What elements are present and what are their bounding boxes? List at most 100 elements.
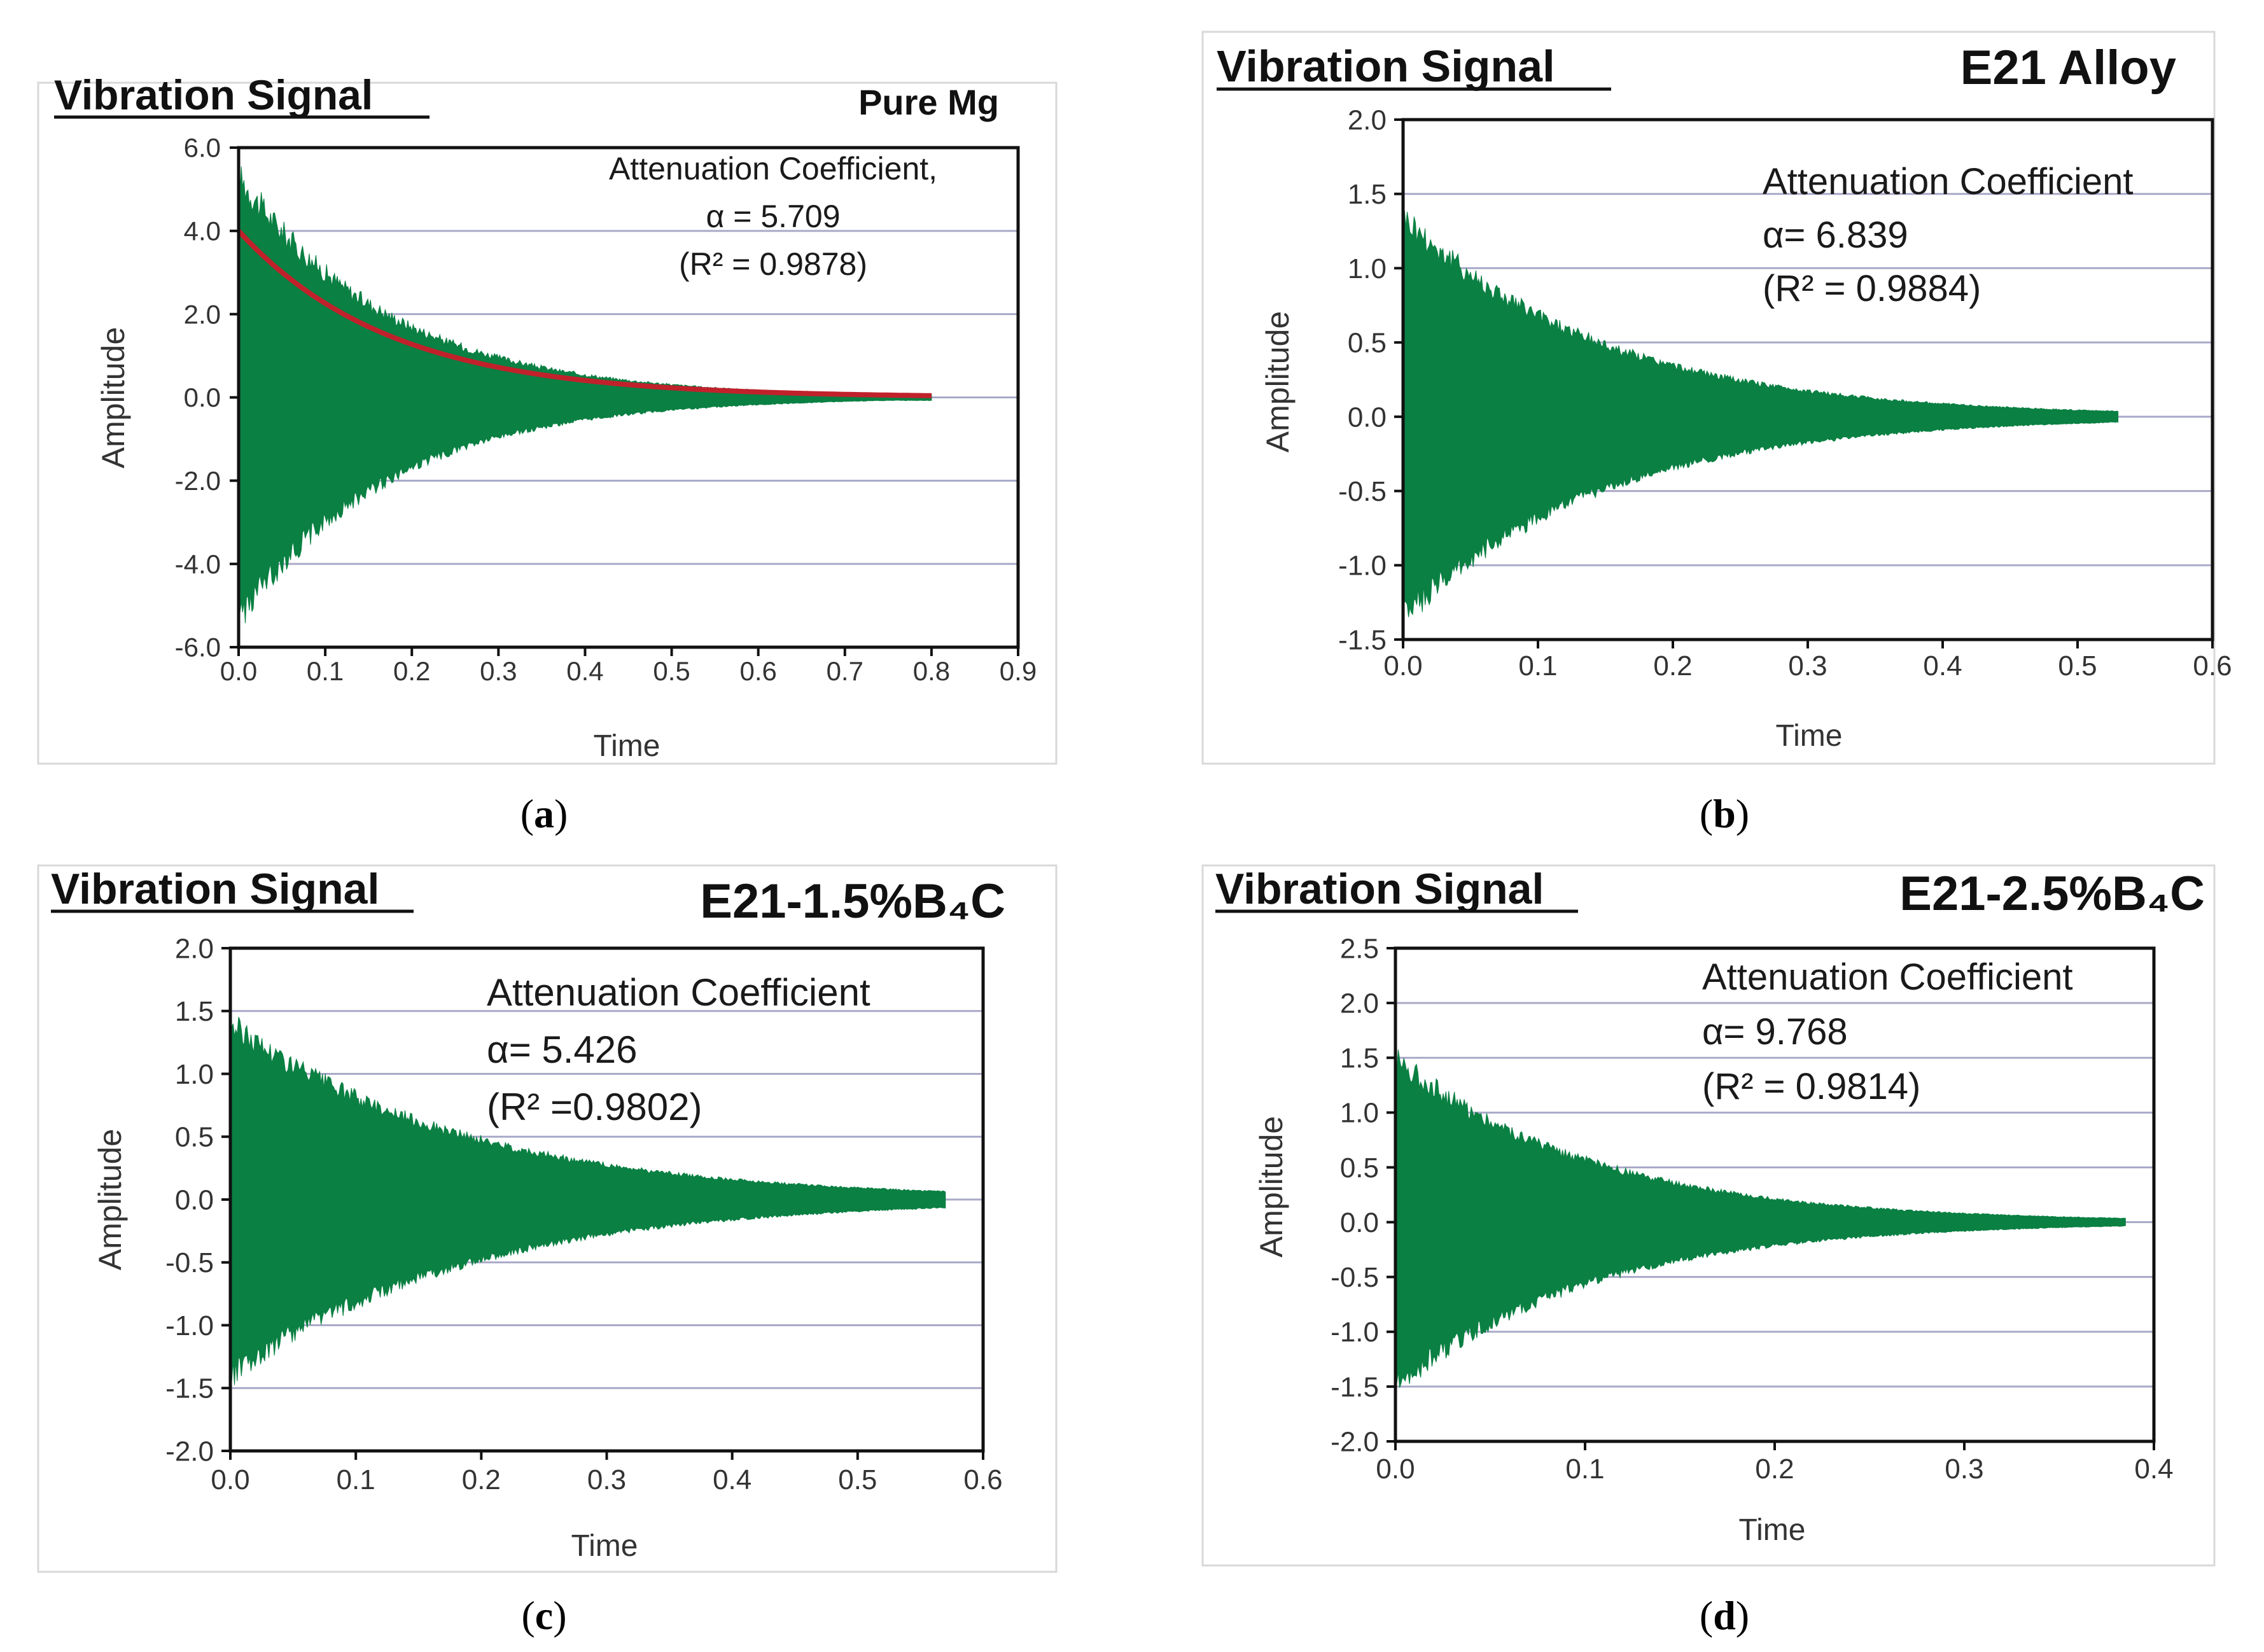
y-tick-label: 1.5 (1340, 1043, 1379, 1074)
y-tick-label: -2.0 (165, 1436, 214, 1467)
x-tick-label: 0.0 (211, 1464, 249, 1495)
y-tick-label: -1.5 (1331, 1371, 1379, 1403)
x-tick-label: 0.4 (713, 1464, 751, 1495)
signal-series (230, 1016, 946, 1385)
panel-caption: (b) (1700, 791, 1749, 836)
y-tick-label: 0.0 (1348, 402, 1387, 433)
x-tick-label: 0.0 (220, 656, 257, 686)
chart-panel-a: Vibration Signal Pure Mg 6.0 4.0 2.0 0.0 -2.0 -… (37, 71, 1058, 836)
panel-border (37, 864, 1058, 1573)
x-axis-label: Time (594, 729, 660, 763)
x-axis-label: Time (571, 1529, 638, 1563)
y-tick-label: -1.5 (1338, 624, 1387, 655)
signal-series (1402, 210, 2119, 628)
y-tick-label: 2.5 (1340, 933, 1379, 964)
x-tick-label: 0.4 (1923, 650, 1962, 682)
annotation-line: (R² = 0.9884) (1763, 268, 1981, 309)
y-tick-label: 2.0 (175, 933, 214, 964)
chart-title: Vibration Signal (1215, 865, 1544, 913)
panel-caption-letter: b (1713, 791, 1736, 836)
x-tick-label: 0.2 (393, 656, 430, 686)
annotation-line: (R² = 0.9814) (1702, 1066, 1920, 1107)
x-tick-label: 0.8 (913, 656, 950, 686)
x-tick-label: 0.4 (2134, 1453, 2173, 1485)
y-tick-label: -1.0 (1338, 550, 1387, 582)
chart-panel-d: Vibration Signal E21-2.5%B₄C 2.5 2.0 1.5 1.0 0… (1201, 864, 2216, 1638)
y-tick-label: 1.0 (1348, 253, 1387, 284)
x-tick-label: 0.1 (337, 1464, 375, 1495)
y-tick-label: -2.0 (175, 466, 221, 496)
x-tick-label: 0.3 (587, 1464, 626, 1495)
x-tick-label: 0.2 (462, 1464, 501, 1495)
annotation-line: α = 5.709 (706, 199, 840, 234)
y-tick-label: 1.5 (175, 996, 214, 1027)
signal-series (238, 163, 932, 633)
x-tick-label: 0.3 (1788, 650, 1827, 682)
chart-panel-c: Vibration Signal E21-1.5%B₄C 2.0 1.5 1.0 0.5 0… (37, 864, 1058, 1638)
annotation-line: Attenuation Coefficient (487, 971, 870, 1014)
y-tick-label: 0.0 (1340, 1207, 1379, 1238)
x-axis-label: Time (1776, 719, 1843, 753)
y-axis-label: Amplitude (1254, 1116, 1289, 1257)
x-tick-label: 0.1 (1565, 1453, 1604, 1485)
x-tick-label: 0.6 (739, 656, 776, 686)
annotation-line: Attenuation Coefficient (1702, 956, 2073, 998)
y-tick-label: 2.0 (1340, 988, 1379, 1019)
y-tick-label: 1.5 (1348, 179, 1387, 210)
x-tick-label: 0.7 (827, 656, 863, 686)
panel-caption-letter: a (534, 791, 554, 836)
material-label: Pure Mg (858, 82, 999, 122)
annotation-line: (R² =0.9802) (487, 1086, 702, 1128)
annotation-line: (R² = 0.9878) (679, 246, 867, 282)
y-tick-label: 4.0 (184, 216, 221, 246)
y-tick-label: -0.5 (1331, 1262, 1379, 1293)
x-tick-label: 0.0 (1376, 1453, 1415, 1485)
y-tick-label: 0.0 (175, 1184, 214, 1215)
panel-border (1201, 864, 2216, 1567)
chart-title: Vibration Signal (51, 865, 379, 913)
y-tick-label: 1.0 (1340, 1098, 1379, 1129)
y-tick-label: 2.0 (184, 299, 221, 329)
chart-title: Vibration Signal (1217, 41, 1555, 91)
annotation-line: α= 5.426 (487, 1028, 638, 1071)
panel-caption: (c) (521, 1593, 566, 1638)
x-tick-label: 0.0 (1383, 650, 1422, 682)
x-axis-label: Time (1739, 1513, 1806, 1547)
chart-panel-b: Vibration Signal E21 Alloy 2.0 1.5 1.0 0.5 0.0… (1201, 31, 2232, 836)
x-tick-label: 0.6 (963, 1464, 1002, 1495)
y-tick-label: -1.0 (165, 1310, 214, 1341)
panel-caption: (d) (1700, 1593, 1749, 1638)
material-label: E21-1.5%B₄C (700, 874, 1005, 928)
material-label: E21-2.5%B₄C (1899, 867, 2205, 921)
y-tick-label: -1.0 (1331, 1317, 1379, 1348)
y-axis-label: Amplitude (92, 1129, 128, 1270)
x-tick-label: 0.1 (307, 656, 344, 686)
y-tick-label: 2.0 (1348, 104, 1387, 136)
x-tick-label: 0.5 (2058, 650, 2097, 682)
y-tick-label: 0.5 (1340, 1152, 1379, 1184)
fit-curve (237, 229, 932, 398)
x-tick-label: 0.5 (653, 656, 690, 686)
y-tick-label: 6.0 (184, 133, 221, 163)
annotation-line: Attenuation Coefficient (1763, 161, 2134, 202)
x-tick-label: 0.9 (1000, 656, 1037, 686)
x-tick-label: 0.2 (1653, 650, 1692, 682)
y-tick-label: -0.5 (1338, 476, 1387, 507)
y-tick-label: 0.5 (1348, 328, 1387, 359)
y-tick-label: -1.5 (165, 1373, 214, 1404)
y-tick-label: -0.5 (165, 1247, 214, 1278)
panel-border (37, 81, 1058, 765)
panel-caption: (a) (521, 791, 568, 836)
x-tick-label: 0.3 (1945, 1453, 1983, 1485)
signal-series (1395, 1049, 2126, 1391)
y-tick-label: -4.0 (175, 549, 221, 579)
x-tick-label: 0.3 (480, 656, 517, 686)
panel-border (1201, 31, 2216, 765)
annotation-line: Attenuation Coefficient, (609, 151, 937, 186)
y-axis-label: Amplitude (95, 327, 131, 468)
y-tick-label: 0.0 (184, 382, 221, 412)
y-tick-label: 0.5 (175, 1122, 214, 1153)
material-label: E21 Alloy (1960, 41, 2176, 95)
y-tick-label: -2.0 (1331, 1426, 1379, 1457)
